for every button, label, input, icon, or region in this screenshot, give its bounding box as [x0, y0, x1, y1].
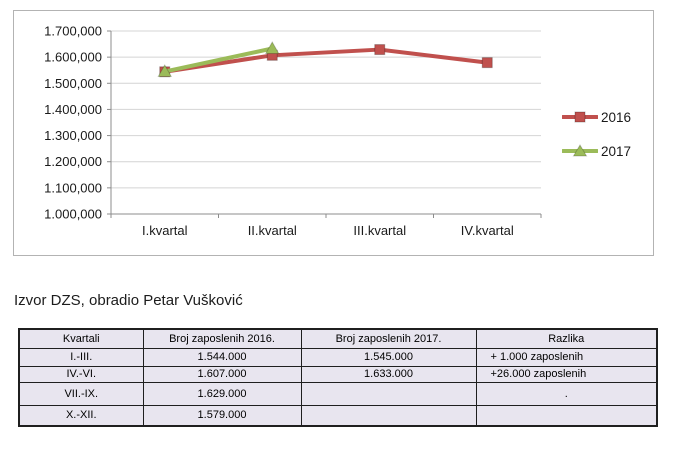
table-row: IV.-VI. 1.607.000 1.633.000 +26.000 zaposle… — [18, 365, 658, 383]
y-tick-label: 1.400,000 — [44, 102, 102, 117]
marker-triangle-2017 — [157, 64, 173, 78]
table-cell: X.-XII. — [18, 404, 144, 427]
table-row: VII.-IX. 1.629.000. — [18, 381, 658, 406]
table-cell — [475, 404, 658, 427]
table-body: I.-III. 1.544.000 1.545.000 + 1.000 zaposle… — [18, 347, 658, 427]
table-cell: VII.-IX. — [18, 381, 144, 406]
table-header-cell: Broj zaposlenih 2017. — [300, 328, 477, 349]
legend-entry-2017: 2017 — [562, 139, 631, 163]
employment-table: Kvartali Broj zaposlenih 2016. Broj zaposl… — [18, 328, 658, 427]
table-cell — [300, 381, 477, 406]
triangle-marker-icon — [562, 144, 598, 157]
x-category-label: I.kvartal — [142, 223, 188, 238]
y-tick-label: 1.100,000 — [44, 180, 102, 195]
table-header-cell: Kvartali — [18, 328, 144, 349]
table-cell: I.-III. — [18, 347, 144, 367]
y-tick-label: 1.600,000 — [44, 50, 102, 65]
marker-square-2016 — [374, 44, 386, 56]
x-category-label: II.kvartal — [248, 223, 297, 238]
table-row: I.-III. 1.544.000 1.545.000 + 1.000 zaposle… — [18, 347, 658, 367]
series-line-2017 — [162, 46, 275, 74]
table-cell: + 1.000 zaposlenih — [475, 347, 658, 367]
series-line-2016 — [162, 47, 490, 74]
y-tick-label: 1.500,000 — [44, 76, 102, 91]
chart-legend: 2016 2017 — [562, 105, 631, 163]
source-caption: Izvor DZS, obradio Petar Vušković — [14, 292, 243, 309]
y-tick-label: 1.700,000 — [44, 24, 102, 39]
table-cell: +26.000 zaposlenih — [475, 365, 658, 383]
table-row: X.-XII. 1.579.000 — [18, 404, 658, 427]
table-cell: 1.633.000 — [300, 365, 477, 383]
table-cell: 1.544.000 — [142, 347, 302, 367]
table-cell: . — [475, 381, 658, 406]
employment-line-chart: 1.000,000 1.100,000 1.200,000 1.300,000 1.40… — [44, 24, 542, 238]
table-cell: 1.629.000 — [142, 381, 302, 406]
table-header-cell: Broj zaposlenih 2016. — [142, 328, 302, 349]
legend-entry-2016: 2016 — [562, 105, 631, 129]
legend-label: 2017 — [601, 143, 632, 159]
table-cell: IV.-VI. — [18, 365, 144, 383]
table-cell: 1.545.000 — [300, 347, 477, 367]
y-tick-label: 1.300,000 — [44, 128, 102, 143]
marker-square-2016 — [481, 57, 493, 69]
x-category-label: IV.kvartal — [461, 223, 514, 238]
table-cell — [300, 404, 477, 427]
table-header-row: Kvartali Broj zaposlenih 2016. Broj zaposl… — [18, 328, 658, 349]
chart-panel: 1.000,000 1.100,000 1.200,000 1.300,000 1.40… — [13, 10, 654, 256]
table-header-cell: Razlika — [475, 328, 658, 349]
marker-triangle-2017 — [264, 40, 280, 55]
x-category-label: III.kvartal — [353, 223, 406, 238]
y-tick-label: 1.200,000 — [44, 154, 102, 169]
table-cell: 1.579.000 — [142, 404, 302, 427]
y-tick-label: 1.000,000 — [44, 207, 102, 222]
table-cell: 1.607.000 — [142, 365, 302, 383]
legend-label: 2016 — [601, 109, 632, 125]
table-head: Kvartali Broj zaposlenih 2016. Broj zaposl… — [18, 328, 658, 349]
square-marker-icon — [562, 111, 598, 123]
